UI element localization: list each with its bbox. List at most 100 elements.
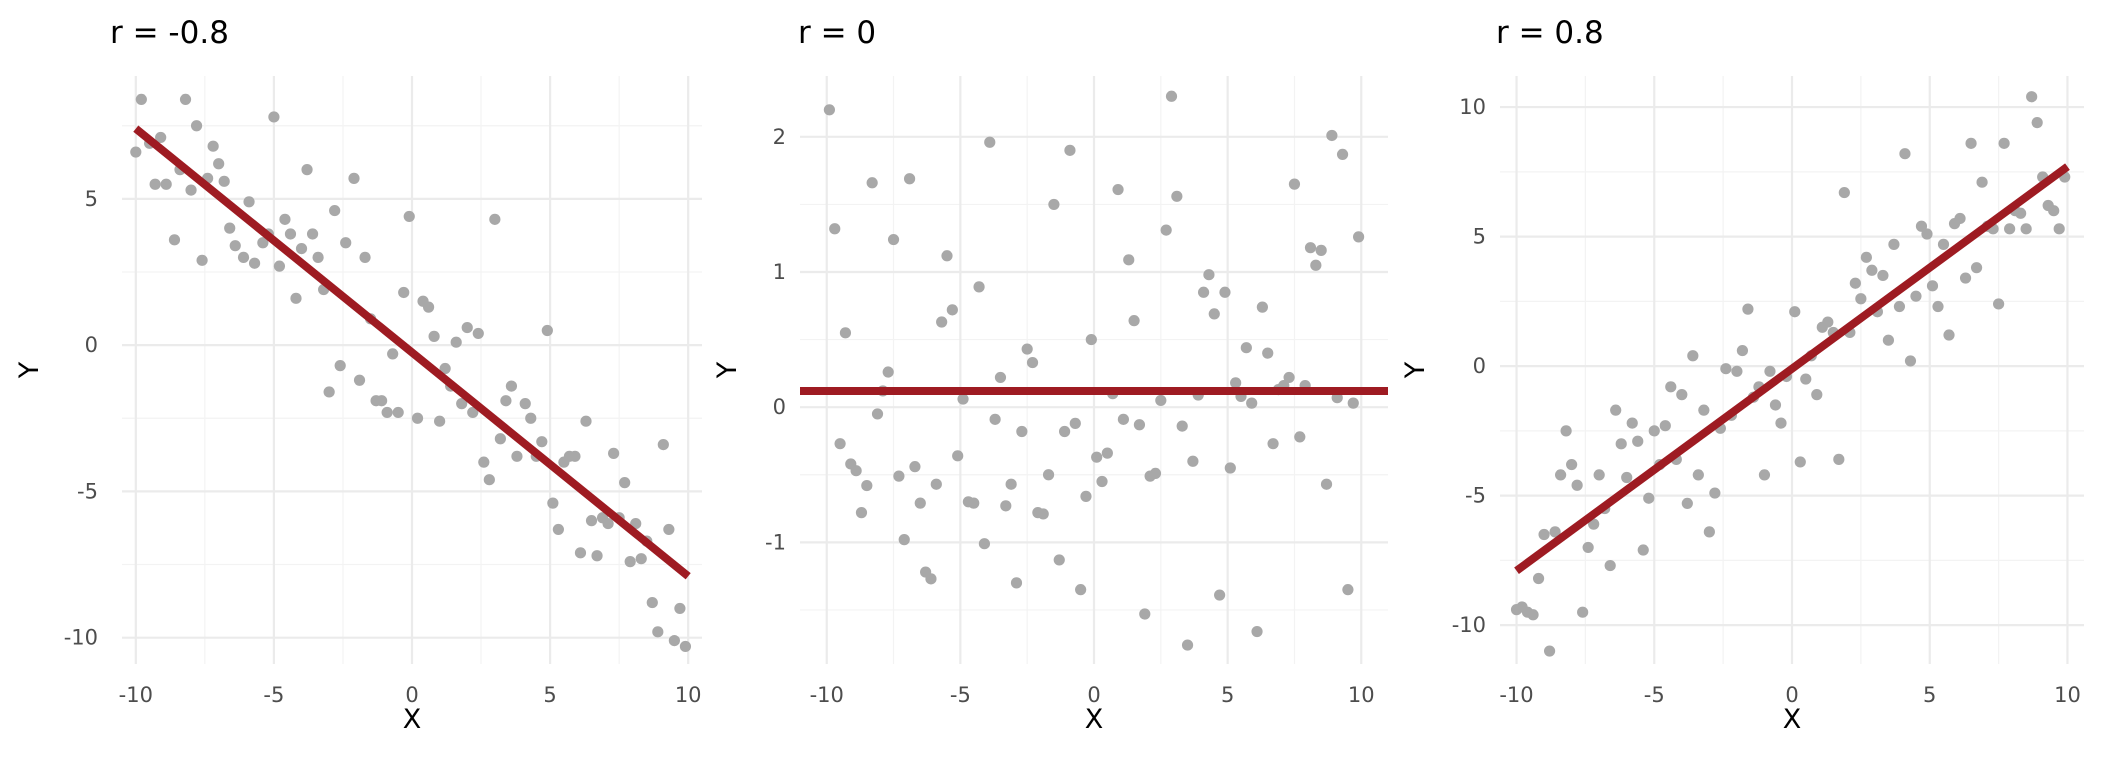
data-point: [1937, 238, 1950, 250]
data-point: [1112, 183, 1124, 196]
data-point: [1703, 526, 1715, 538]
data-point: [1021, 343, 1033, 355]
data-point: [984, 136, 996, 148]
y-tick-label: 10: [1459, 95, 1486, 119]
data-point: [552, 523, 564, 536]
data-point: [1053, 554, 1065, 566]
data-point: [1720, 363, 1732, 375]
data-point: [2026, 91, 2038, 103]
data-point: [1849, 277, 1861, 289]
data-point: [1246, 397, 1258, 409]
data-point: [295, 242, 308, 255]
data-point: [580, 415, 592, 427]
data-point: [1921, 228, 1933, 240]
data-point: [1943, 329, 1955, 341]
data-point: [861, 479, 873, 492]
data-point: [387, 348, 399, 360]
data-point: [1954, 212, 1966, 225]
data-point: [348, 172, 360, 184]
data-point: [489, 213, 501, 225]
data-point: [1283, 371, 1295, 384]
data-point: [1149, 467, 1162, 480]
data-point: [941, 250, 953, 262]
data-point: [909, 461, 921, 473]
data-point: [1648, 425, 1660, 437]
x-tick-label: 10: [675, 683, 702, 707]
data-point: [323, 386, 335, 398]
data-point: [1965, 137, 1977, 149]
data-point: [1577, 606, 1589, 618]
data-point: [1538, 528, 1550, 541]
x-tick-label: 0: [1785, 683, 1798, 707]
data-point: [1993, 298, 2005, 310]
data-point: [505, 380, 518, 392]
data-point: [898, 534, 910, 546]
data-point: [1910, 290, 1922, 302]
data-point: [1571, 479, 1583, 491]
data-point: [1643, 492, 1655, 504]
data-point: [149, 178, 161, 190]
fit-line: [133, 125, 691, 580]
data-point: [1096, 475, 1108, 488]
data-point: [1171, 190, 1183, 202]
data-point: [1165, 90, 1178, 102]
data-point: [893, 470, 905, 482]
data-point: [1731, 365, 1743, 377]
data-point: [1877, 269, 1889, 282]
data-point: [1769, 399, 1782, 411]
data-point: [829, 223, 841, 235]
x-tick-label: -5: [950, 683, 971, 707]
x-tick-label: -10: [119, 683, 153, 707]
y-tick-label: -10: [64, 626, 98, 650]
data-point: [1117, 413, 1129, 425]
data-point: [668, 634, 680, 647]
data-point: [608, 447, 620, 459]
data-point: [1681, 497, 1693, 510]
data-point: [1000, 500, 1012, 512]
data-point: [1037, 508, 1049, 520]
data-point: [1230, 377, 1242, 389]
y-tick-label: 1: [773, 260, 786, 284]
data-point: [946, 304, 958, 316]
x-tick-label: -5: [1644, 683, 1665, 707]
data-point: [273, 260, 286, 272]
data-point: [1698, 404, 1710, 416]
data-point: [1566, 458, 1578, 471]
data-point: [887, 233, 900, 246]
data-point: [511, 450, 523, 462]
x-tick-label: -10: [1499, 683, 1533, 707]
data-point: [1016, 425, 1028, 438]
y-tick-label: -5: [1465, 484, 1486, 508]
x-tick-label: 0: [405, 683, 418, 707]
data-point: [301, 164, 313, 176]
panel-title: r = 0.8: [1496, 15, 1604, 51]
data-point: [1676, 389, 1688, 401]
data-point: [1208, 308, 1220, 320]
y-tick-label: 2: [773, 125, 786, 149]
data-point: [674, 602, 686, 615]
data-point: [978, 538, 991, 550]
data-point: [1976, 176, 1988, 188]
data-point: [2053, 223, 2065, 235]
data-point: [1080, 490, 1092, 502]
data-point: [207, 140, 219, 152]
data-point: [237, 251, 250, 263]
data-point: [903, 173, 916, 185]
data-point: [1342, 584, 1354, 596]
data-point: [398, 286, 410, 299]
data-point: [1811, 389, 1823, 401]
data-point: [1224, 462, 1236, 474]
y-tick-label: 0: [773, 395, 786, 419]
data-point: [1736, 344, 1749, 357]
data-point: [1304, 242, 1317, 254]
data-point: [456, 398, 468, 410]
data-point: [547, 497, 559, 509]
data-point: [428, 330, 440, 342]
data-point: [519, 398, 531, 410]
data-point: [376, 395, 388, 407]
data-point: [359, 251, 371, 263]
data-point: [1240, 342, 1252, 354]
data-point: [823, 104, 836, 116]
